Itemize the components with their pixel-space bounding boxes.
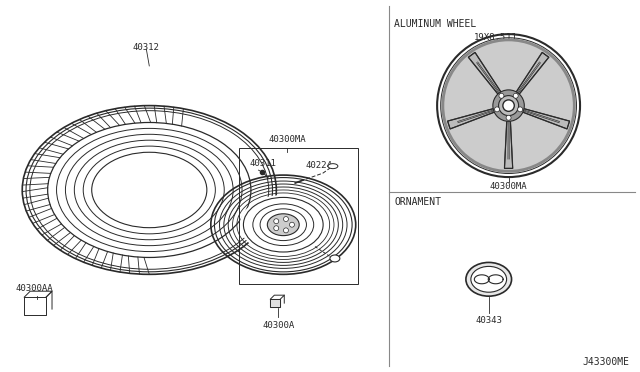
Polygon shape [468, 52, 502, 96]
Text: J43300ME: J43300ME [582, 357, 630, 367]
Circle shape [503, 100, 515, 111]
Polygon shape [270, 299, 280, 307]
Circle shape [518, 107, 523, 112]
Text: 40311: 40311 [250, 159, 276, 168]
Polygon shape [504, 118, 513, 169]
Circle shape [513, 93, 518, 98]
Polygon shape [520, 108, 570, 129]
Text: 19X8.5JJ: 19X8.5JJ [474, 33, 517, 42]
Text: ORNAMENT: ORNAMENT [394, 197, 442, 207]
Circle shape [284, 217, 289, 222]
Polygon shape [515, 52, 548, 96]
Circle shape [442, 38, 576, 173]
Ellipse shape [268, 214, 300, 235]
Ellipse shape [92, 152, 207, 228]
Bar [239, 148, 358, 284]
Ellipse shape [328, 164, 338, 169]
Text: 40343: 40343 [476, 316, 502, 325]
Text: 40300AA: 40300AA [15, 284, 53, 293]
Circle shape [495, 107, 499, 112]
Circle shape [493, 90, 524, 121]
Circle shape [499, 96, 518, 116]
Circle shape [499, 93, 504, 98]
Ellipse shape [466, 262, 511, 296]
Polygon shape [447, 108, 497, 129]
Text: 40312: 40312 [133, 43, 160, 52]
Circle shape [274, 226, 279, 231]
Ellipse shape [22, 106, 276, 274]
Text: 40300MA: 40300MA [268, 135, 306, 144]
Circle shape [289, 222, 294, 227]
Text: 40224: 40224 [305, 161, 332, 170]
Text: ALUMINUM WHEEL: ALUMINUM WHEEL [394, 19, 477, 29]
Ellipse shape [330, 255, 340, 262]
Circle shape [274, 219, 279, 224]
Circle shape [445, 43, 572, 169]
Polygon shape [447, 108, 497, 129]
Polygon shape [520, 108, 570, 129]
Text: 40300MA: 40300MA [490, 182, 527, 191]
Ellipse shape [240, 195, 327, 254]
Circle shape [444, 41, 573, 170]
Ellipse shape [471, 266, 507, 292]
Circle shape [506, 115, 511, 120]
Text: 40300A: 40300A [262, 321, 294, 330]
Polygon shape [468, 52, 502, 96]
Polygon shape [515, 52, 548, 96]
Polygon shape [504, 118, 513, 169]
Circle shape [284, 228, 289, 233]
